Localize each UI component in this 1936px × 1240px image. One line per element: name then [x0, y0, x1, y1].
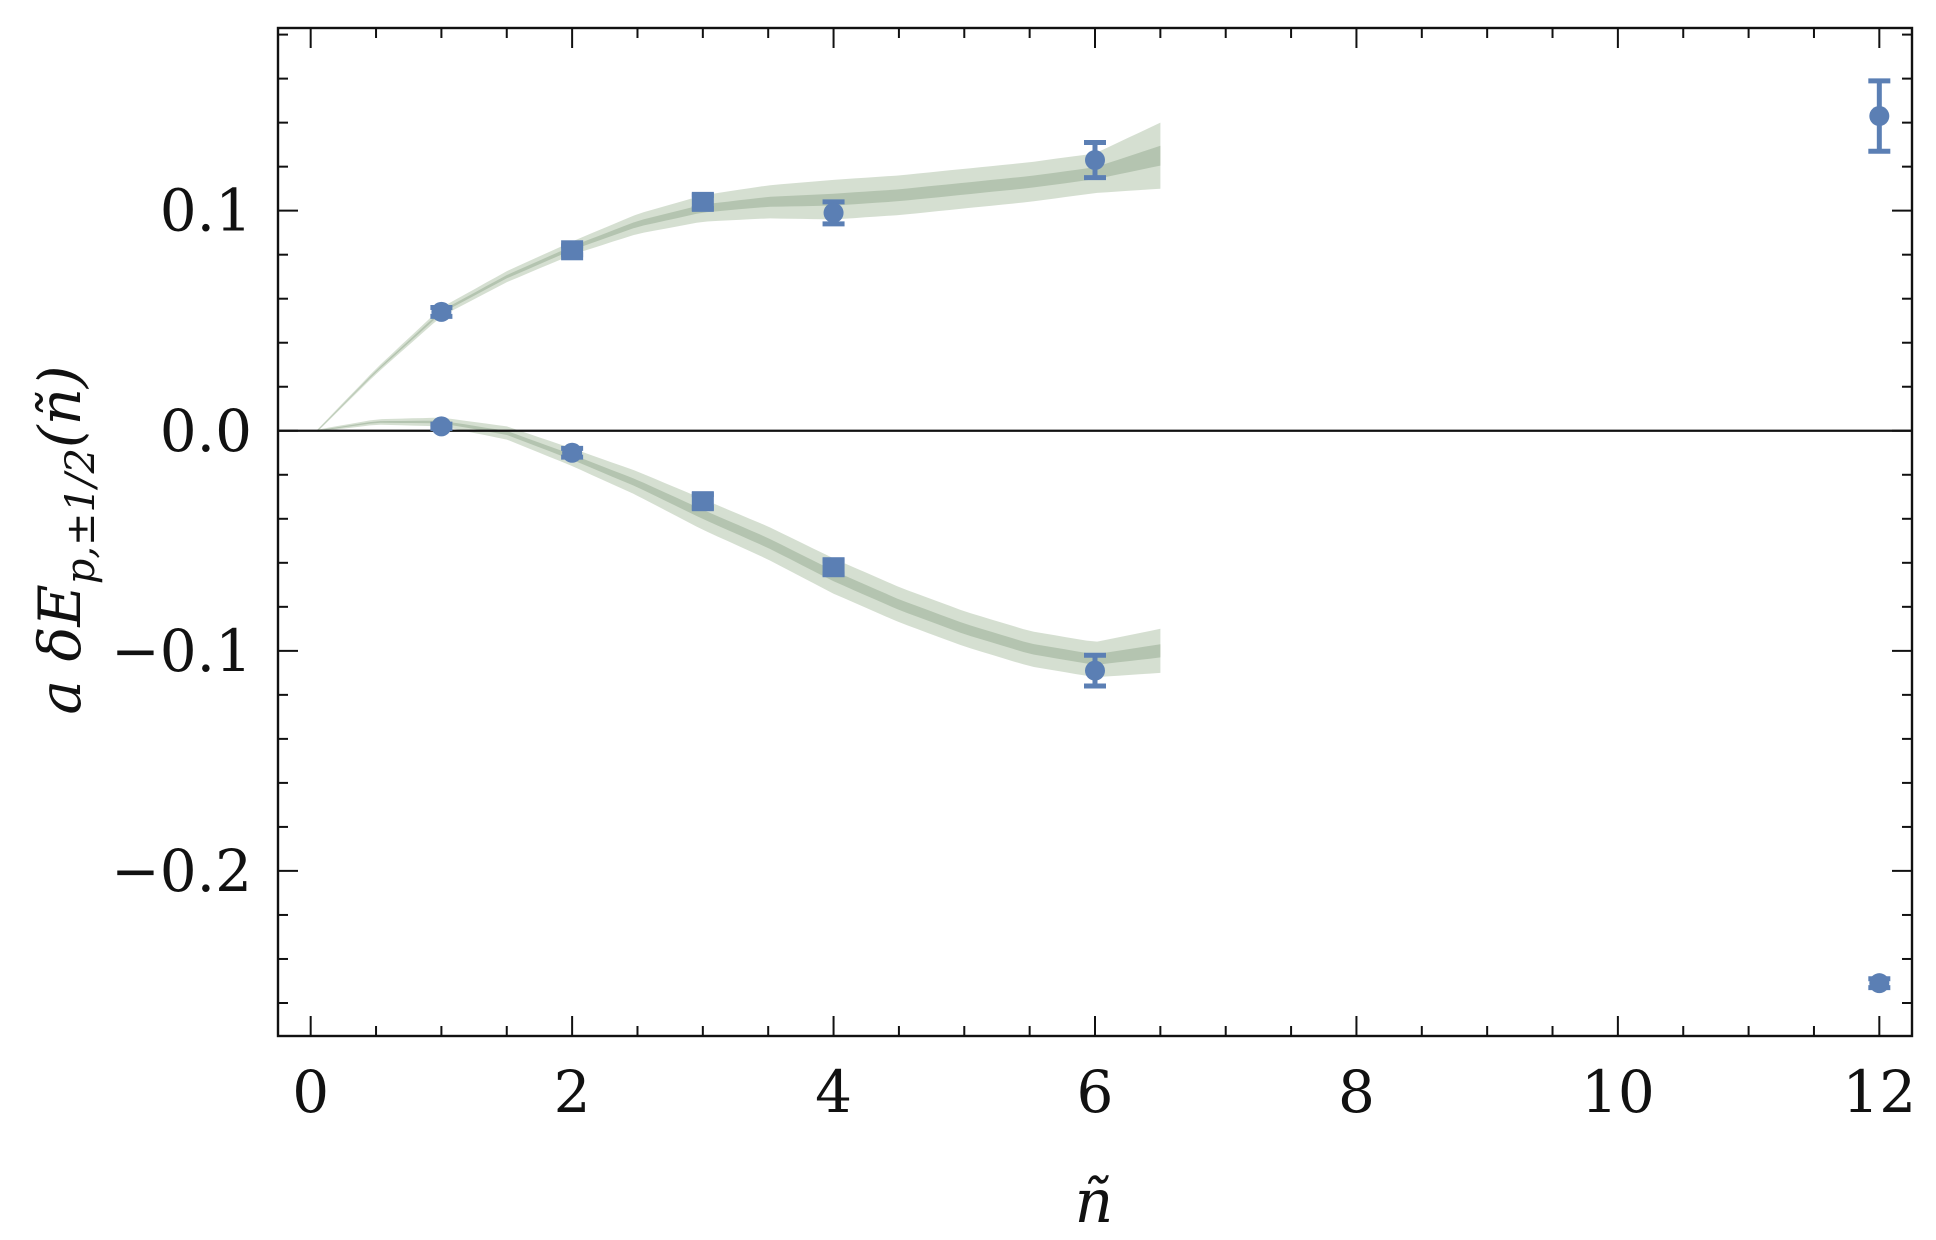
fit-band-upper	[317, 122, 1161, 432]
data-point-s1-x6	[1084, 652, 1106, 689]
y-axis-label: a δEp,±1/2(ñ)	[26, 365, 104, 714]
marker-square	[822, 557, 845, 578]
data-point-s0-x6	[1084, 139, 1106, 181]
x-tick-label: 4	[815, 1058, 852, 1126]
data-point-s1-x2	[561, 442, 584, 463]
plot-frame-layer	[276, 26, 1914, 1038]
marker-circle	[1869, 973, 1890, 994]
marker-square	[691, 491, 714, 512]
fit-bands	[317, 122, 1161, 678]
data-point-s0-x12	[1868, 78, 1891, 154]
x-tick-label: 6	[1077, 1058, 1114, 1126]
marker-circle	[1869, 106, 1890, 127]
data-point-s1-x12	[1868, 973, 1891, 994]
data-point-s1-x3	[691, 491, 714, 512]
data-point-s1-x4	[822, 557, 845, 578]
y-tick-label: 0.0	[160, 397, 252, 465]
x-axis-label: ñ	[1075, 1167, 1114, 1237]
x-tick-labels: 0 2 4 6 8 10 12	[292, 1058, 1916, 1126]
marker-circle	[431, 416, 452, 437]
x-tick-label: 12	[1842, 1058, 1916, 1126]
data-point-s0-x1	[430, 301, 453, 322]
x-tick-label: 0	[292, 1058, 329, 1126]
y-tick-label: 0.1	[160, 177, 252, 245]
y-axis-label-subscript: p,±1/2	[58, 448, 104, 584]
marker-circle	[562, 442, 583, 463]
y-axis-label-base: a δE	[26, 584, 94, 714]
x-tick-label: 8	[1338, 1058, 1375, 1126]
marker-circle	[1085, 660, 1105, 681]
y-tick-labels: −0.2 −0.1 0.0 0.1	[111, 177, 252, 905]
fit-band-core-upper	[317, 145, 1161, 432]
marker-circle	[823, 202, 844, 223]
data-point-s1-x1	[430, 416, 453, 437]
marker-square	[561, 240, 584, 261]
data-point-s0-x3	[691, 191, 714, 212]
marker-circle	[1085, 150, 1105, 171]
data-point-s0-x2	[561, 240, 584, 261]
y-axis-label-arg: (ñ)	[26, 365, 94, 448]
y-tick-label: −0.1	[111, 617, 252, 685]
fit-band-lower	[317, 417, 1161, 678]
marker-circle	[431, 301, 452, 322]
y-tick-label: −0.2	[111, 837, 252, 905]
x-tick-label: 10	[1581, 1058, 1655, 1126]
data-points	[430, 78, 1891, 994]
data-point-s0-x4	[822, 199, 845, 227]
x-tick-label: 2	[554, 1058, 591, 1126]
marker-square	[691, 191, 714, 212]
